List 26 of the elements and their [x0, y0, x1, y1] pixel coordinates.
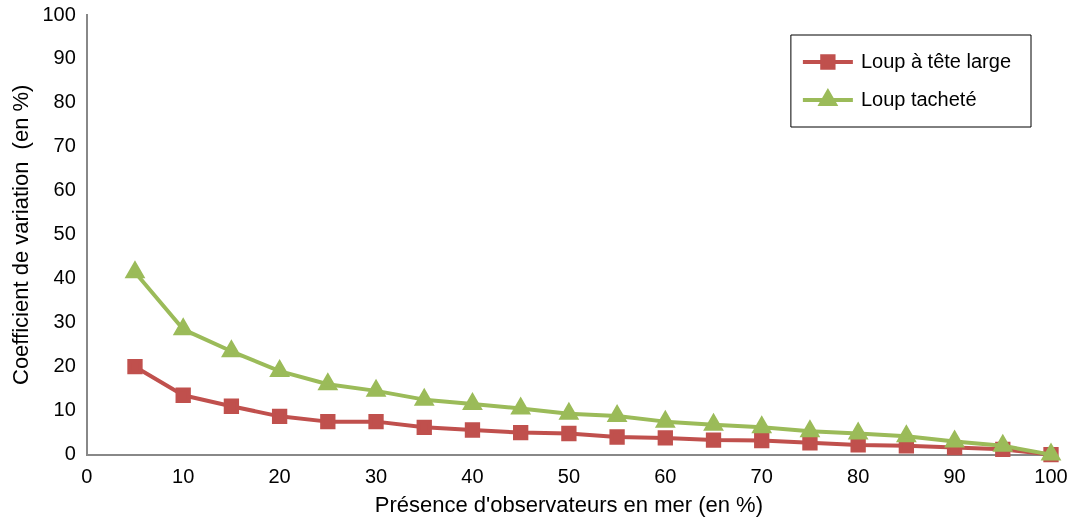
y-tick-label: 90 [53, 46, 76, 69]
x-tick-label: 90 [943, 465, 966, 488]
x-tick-label: 20 [268, 465, 291, 488]
y-tick-label: 0 [64, 442, 76, 465]
x-tick-label: 10 [172, 465, 195, 488]
y-tick-label: 50 [53, 222, 76, 245]
x-tick-label: 50 [557, 465, 581, 488]
x-tick-label: 80 [847, 465, 870, 488]
x-tick-label: 100 [1034, 465, 1068, 488]
legend-label: Loup tacheté [860, 87, 977, 110]
y-tick-label: 80 [53, 90, 76, 113]
x-axis-title: Présence d'observateurs en mer (en %) [374, 491, 763, 517]
y-tick-label: 70 [53, 134, 76, 157]
x-tick-label: 70 [750, 465, 773, 488]
y-tick-label: 40 [53, 266, 76, 289]
x-tick-label: 0 [81, 465, 93, 488]
x-tick-label: 60 [654, 465, 677, 488]
y-tick-label: 30 [53, 310, 76, 333]
x-tick-label: 40 [461, 465, 484, 488]
y-tick-label: 60 [53, 178, 76, 201]
y-tick-label: 20 [53, 354, 76, 377]
y-axis-title: Coefficient de variation (en %) [8, 84, 34, 386]
legend-label: Loup à tête large [860, 49, 1012, 72]
x-tick-label: 30 [364, 465, 388, 488]
y-tick-label: 100 [42, 2, 76, 25]
y-tick-label: 10 [53, 398, 76, 421]
